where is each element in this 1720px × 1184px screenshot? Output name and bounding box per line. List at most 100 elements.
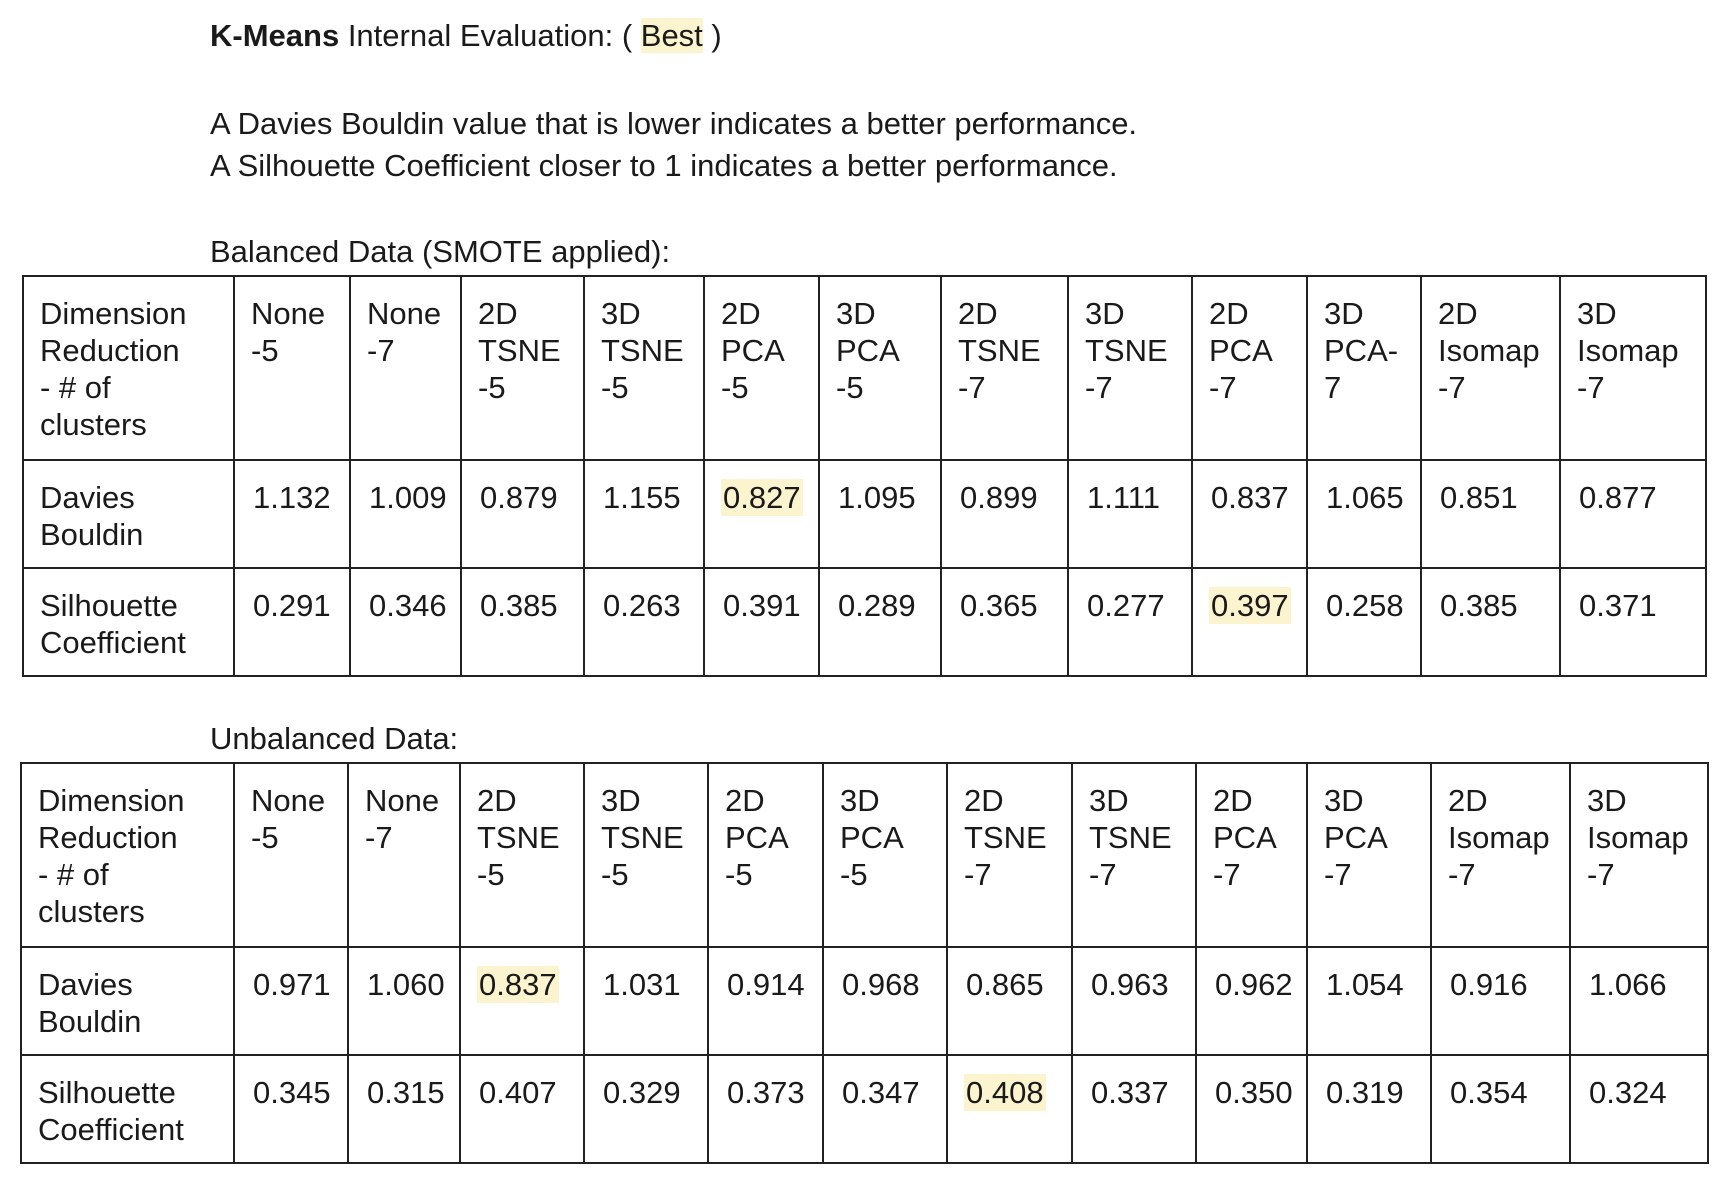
- value-cell: 0.899: [940, 459, 1069, 569]
- value-cell: 0.827: [703, 459, 820, 569]
- row-header-cell-line: Dimension: [38, 783, 185, 818]
- metric-value: 0.346: [369, 588, 447, 623]
- metric-value: 1.066: [1589, 967, 1667, 1002]
- column-header-cell-line: -7: [1324, 857, 1352, 892]
- metric-label-cell: Silhouette Coefficient: [22, 567, 235, 677]
- metric-value: 0.354: [1450, 1075, 1528, 1110]
- metric-label-cell-line: Bouldin: [40, 517, 144, 552]
- column-header-cell-line: -5: [601, 370, 629, 405]
- column-header-cell-line: TSNE: [958, 333, 1041, 368]
- column-header-cell-line: TSNE: [964, 820, 1047, 855]
- column-header-cell-line: PCA: [1324, 820, 1388, 855]
- column-header-cell: 3D PCA -5: [818, 275, 942, 461]
- column-header-cell: 2D PCA -7: [1195, 762, 1308, 948]
- column-header-cell-line: -7: [1438, 370, 1466, 405]
- metric-value: 0.899: [960, 480, 1038, 515]
- column-header-cell: 2D Isomap -7: [1420, 275, 1561, 461]
- column-header-cell-line: -5: [601, 857, 629, 892]
- value-cell: 1.054: [1306, 946, 1432, 1056]
- column-header-cell: 3D Isomap -7: [1559, 275, 1707, 461]
- column-header-cell-line: PCA: [1213, 820, 1277, 855]
- value-cell: 0.365: [940, 567, 1069, 677]
- column-header-cell-line: 2D: [958, 296, 998, 331]
- column-header-cell-line: None: [251, 783, 326, 818]
- metric-value: 0.289: [838, 588, 916, 623]
- column-header-cell-line: None: [251, 296, 326, 331]
- metric-value: 0.345: [253, 1075, 331, 1110]
- value-cell: 1.031: [583, 946, 709, 1056]
- title-algorithm: K-Means: [210, 18, 340, 53]
- column-header-cell-line: -7: [367, 333, 395, 368]
- metric-label-cell-line: Silhouette: [38, 1075, 176, 1110]
- column-header-cell-line: TSNE: [1085, 333, 1168, 368]
- column-header-cell-line: PCA: [725, 820, 789, 855]
- value-cell: 0.879: [460, 459, 585, 569]
- table-row: Davies Bouldin 0.971 1.060 0.837 1.031 0.914 0.…: [20, 946, 1709, 1056]
- metric-value: 0.350: [1215, 1075, 1293, 1110]
- value-cell: 0.408: [946, 1054, 1073, 1164]
- value-cell: 0.258: [1306, 567, 1422, 677]
- value-cell: 0.373: [707, 1054, 824, 1164]
- balanced-table: Dimension Reduction - # of clusters None -5 No…: [22, 275, 1707, 677]
- metric-label-cell-line: Coefficient: [38, 1112, 184, 1147]
- value-cell: 1.066: [1569, 946, 1709, 1056]
- value-cell: 0.397: [1191, 567, 1308, 677]
- column-header-cell-line: 3D: [1085, 296, 1125, 331]
- column-header-cell-line: TSNE: [1089, 820, 1172, 855]
- column-header-cell-line: -5: [725, 857, 753, 892]
- value-cell: 1.111: [1067, 459, 1193, 569]
- value-cell: 0.324: [1569, 1054, 1709, 1164]
- value-cell: 0.346: [349, 567, 462, 677]
- note-davies-bouldin: A Davies Bouldin value that is lower ind…: [210, 106, 1138, 141]
- value-cell: 0.963: [1071, 946, 1197, 1056]
- column-header-cell: 3D Isomap -7: [1569, 762, 1709, 948]
- row-header-cell-line: Reduction: [40, 333, 180, 368]
- column-header-cell-line: TSNE: [601, 820, 684, 855]
- note-silhouette: A Silhouette Coefficient closer to 1 ind…: [210, 148, 1118, 183]
- metric-label-cell-line: Davies: [40, 480, 135, 515]
- column-header-cell: 3D TSNE -7: [1071, 762, 1197, 948]
- value-cell: 0.347: [822, 1054, 948, 1164]
- metric-value: 1.065: [1326, 480, 1404, 515]
- metric-value: 0.319: [1326, 1075, 1404, 1110]
- metric-value: 1.031: [603, 967, 681, 1002]
- column-header-cell-line: 2D: [1438, 296, 1478, 331]
- value-cell: 1.132: [233, 459, 351, 569]
- metric-value: 0.968: [842, 967, 920, 1002]
- column-header-cell-line: TSNE: [601, 333, 684, 368]
- metric-value: 0.971: [253, 967, 331, 1002]
- title-text: Internal Evaluation: (: [339, 18, 641, 53]
- value-cell: 0.851: [1420, 459, 1561, 569]
- metric-value: 0.407: [479, 1075, 557, 1110]
- column-header-cell-line: 7: [1324, 370, 1342, 405]
- column-header-cell-line: 3D: [836, 296, 876, 331]
- value-cell: 0.371: [1559, 567, 1707, 677]
- table-row: Davies Bouldin 1.132 1.009 0.879 1.155 0.827 1.…: [22, 459, 1707, 569]
- column-header-cell-line: -7: [1448, 857, 1476, 892]
- value-cell: 0.391: [703, 567, 820, 677]
- column-header-cell-line: -5: [478, 370, 506, 405]
- column-header-cell: 2D PCA -5: [707, 762, 824, 948]
- column-header-cell-line: -5: [840, 857, 868, 892]
- column-header-cell-line: PCA: [840, 820, 904, 855]
- balanced-label: Balanced Data (SMOTE applied):: [210, 234, 671, 269]
- metric-value: 0.315: [367, 1075, 445, 1110]
- column-header-cell-line: -5: [721, 370, 749, 405]
- value-cell: 1.065: [1306, 459, 1422, 569]
- metric-value: 1.009: [369, 480, 447, 515]
- value-cell: 0.971: [233, 946, 349, 1056]
- column-header-cell: 2D TSNE -5: [460, 275, 585, 461]
- table-header-row: Dimension Reduction - # of clusters None -5 No…: [22, 275, 1707, 461]
- metric-value: 0.371: [1579, 588, 1657, 623]
- value-cell: 0.865: [946, 946, 1073, 1056]
- metric-value: 1.111: [1087, 480, 1160, 515]
- metric-label-cell: Davies Bouldin: [20, 946, 235, 1056]
- column-header-cell: None -7: [349, 275, 462, 461]
- value-cell: 0.962: [1195, 946, 1308, 1056]
- metric-value: 0.916: [1450, 967, 1528, 1002]
- column-header-cell-line: 2D: [1209, 296, 1249, 331]
- value-cell: 0.385: [1420, 567, 1561, 677]
- column-header-cell-line: PCA: [721, 333, 785, 368]
- column-header-cell-line: 3D: [1587, 783, 1627, 818]
